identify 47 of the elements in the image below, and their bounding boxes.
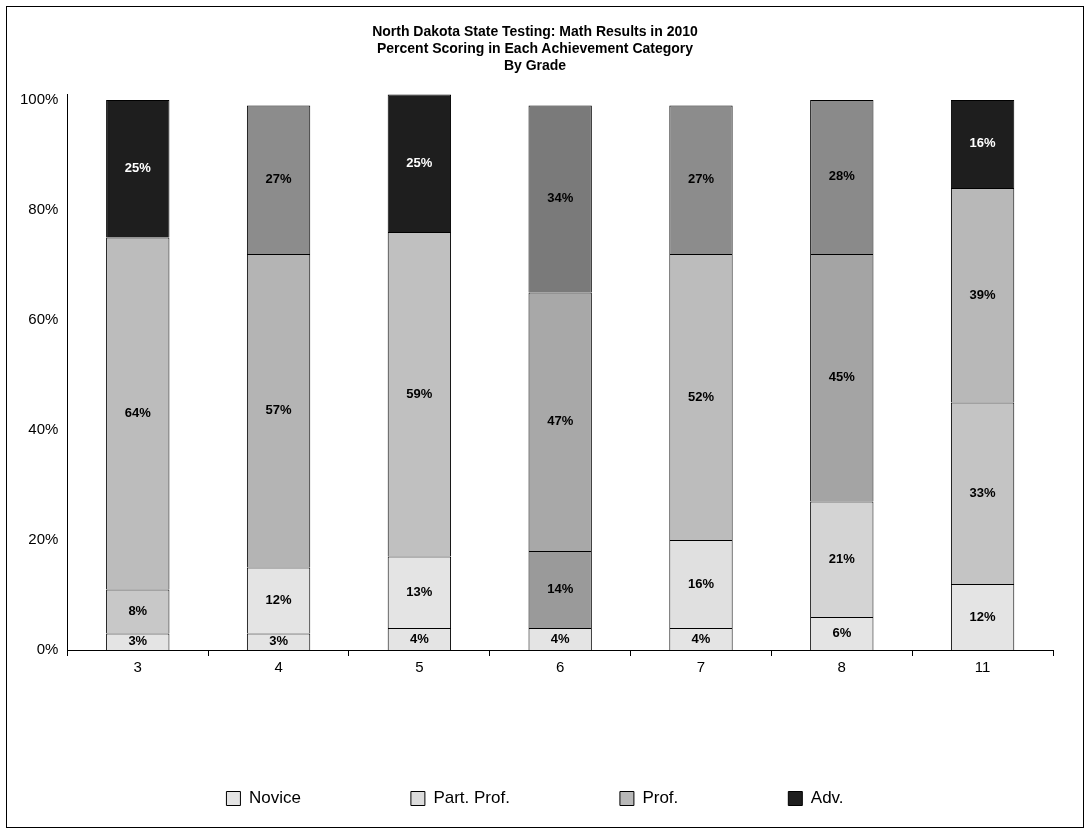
data-label: 4% xyxy=(409,630,430,646)
data-label: 13% xyxy=(406,583,433,599)
y-tick-label: 40% xyxy=(28,420,59,438)
data-label: 47% xyxy=(547,413,574,429)
legend-label: Part. Prof. xyxy=(433,788,510,808)
data-label: 52% xyxy=(687,388,715,404)
data-label: 4% xyxy=(691,630,711,646)
data-label: 33% xyxy=(969,484,997,500)
y-tick-label: 0% xyxy=(36,640,59,658)
y-tick-label: 80% xyxy=(28,200,59,218)
data-label: 6% xyxy=(832,625,852,641)
data-label: 59% xyxy=(406,385,433,401)
data-label: 8% xyxy=(128,603,148,619)
data-label: 34% xyxy=(547,190,574,206)
x-tick-label: 7 xyxy=(696,658,706,676)
data-label: 25% xyxy=(124,160,152,176)
x-tick-label: 8 xyxy=(837,658,846,676)
data-label: 28% xyxy=(828,168,856,184)
legend-label: Prof. xyxy=(642,788,679,808)
data-label: 27% xyxy=(687,171,715,187)
data-label: 45% xyxy=(828,369,856,385)
data-label: 3% xyxy=(128,633,148,649)
data-label: 4% xyxy=(550,630,571,646)
y-tick-label: 20% xyxy=(28,530,59,548)
x-tick-label: 4 xyxy=(274,658,283,676)
legend-label: Novice xyxy=(248,788,301,808)
y-tick-label: 100% xyxy=(19,90,59,108)
legend-label: Adv. xyxy=(810,788,844,808)
data-label: 25% xyxy=(406,154,433,170)
data-label: 16% xyxy=(969,135,997,151)
data-label: 27% xyxy=(265,171,293,187)
data-label: 21% xyxy=(828,550,856,566)
data-label: 16% xyxy=(687,575,715,591)
x-tick-label: 5 xyxy=(415,658,424,676)
chart-subtitle: Percent Scoring in Each Achievement Category By Grade xyxy=(376,40,694,73)
data-label: 57% xyxy=(265,402,293,418)
chart-title: North Dakota State Testing: Math Results in 2010 xyxy=(372,23,699,40)
y-tick-label: 60% xyxy=(28,310,59,328)
data-label: 64% xyxy=(124,405,152,421)
data-label: 12% xyxy=(969,608,997,624)
data-label: 12% xyxy=(265,592,293,608)
data-label: 3% xyxy=(269,633,289,649)
data-label: 39% xyxy=(969,286,997,302)
x-tick-label: 6 xyxy=(556,658,565,676)
x-tick-label: 11 xyxy=(974,658,991,676)
x-tick-label: 3 xyxy=(133,658,142,676)
data-label: 14% xyxy=(547,581,574,597)
